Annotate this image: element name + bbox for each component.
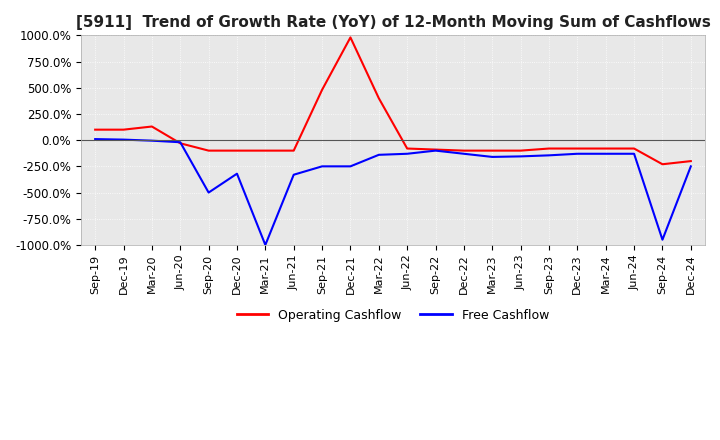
Free Cashflow	[91, 136, 99, 142]
Operating Cashflow	[318, 87, 326, 92]
Free Cashflow	[318, 164, 326, 169]
Free Cashflow	[544, 153, 553, 158]
Free Cashflow	[488, 154, 497, 160]
Free Cashflow	[431, 148, 440, 153]
Free Cashflow	[233, 171, 241, 176]
Free Cashflow	[686, 164, 695, 169]
Operating Cashflow	[176, 141, 184, 146]
Free Cashflow	[289, 172, 298, 177]
Operating Cashflow	[289, 148, 298, 153]
Free Cashflow	[148, 138, 156, 143]
Legend: Operating Cashflow, Free Cashflow: Operating Cashflow, Free Cashflow	[232, 304, 554, 327]
Operating Cashflow	[630, 146, 639, 151]
Operating Cashflow	[91, 127, 99, 132]
Operating Cashflow	[488, 148, 497, 153]
Free Cashflow	[374, 152, 383, 158]
Title: [5911]  Trend of Growth Rate (YoY) of 12-Month Moving Sum of Cashflows: [5911] Trend of Growth Rate (YoY) of 12-…	[76, 15, 711, 30]
Operating Cashflow	[601, 146, 610, 151]
Free Cashflow	[261, 242, 270, 248]
Operating Cashflow	[148, 124, 156, 129]
Operating Cashflow	[233, 148, 241, 153]
Free Cashflow	[516, 154, 525, 159]
Operating Cashflow	[374, 95, 383, 101]
Free Cashflow	[459, 151, 468, 156]
Operating Cashflow	[261, 148, 270, 153]
Free Cashflow	[601, 151, 610, 156]
Free Cashflow	[403, 151, 412, 156]
Operating Cashflow	[431, 147, 440, 152]
Free Cashflow	[573, 151, 582, 156]
Free Cashflow	[204, 190, 213, 195]
Operating Cashflow	[516, 148, 525, 153]
Operating Cashflow	[403, 146, 412, 151]
Free Cashflow	[658, 237, 667, 242]
Free Cashflow	[120, 137, 128, 142]
Operating Cashflow	[120, 127, 128, 132]
Operating Cashflow	[346, 35, 355, 40]
Free Cashflow	[346, 164, 355, 169]
Operating Cashflow	[573, 146, 582, 151]
Free Cashflow	[630, 151, 639, 156]
Operating Cashflow	[459, 148, 468, 153]
Line: Free Cashflow: Free Cashflow	[95, 139, 690, 245]
Operating Cashflow	[686, 158, 695, 164]
Line: Operating Cashflow: Operating Cashflow	[95, 37, 690, 164]
Operating Cashflow	[658, 161, 667, 167]
Free Cashflow	[176, 139, 184, 145]
Operating Cashflow	[544, 146, 553, 151]
Operating Cashflow	[204, 148, 213, 153]
